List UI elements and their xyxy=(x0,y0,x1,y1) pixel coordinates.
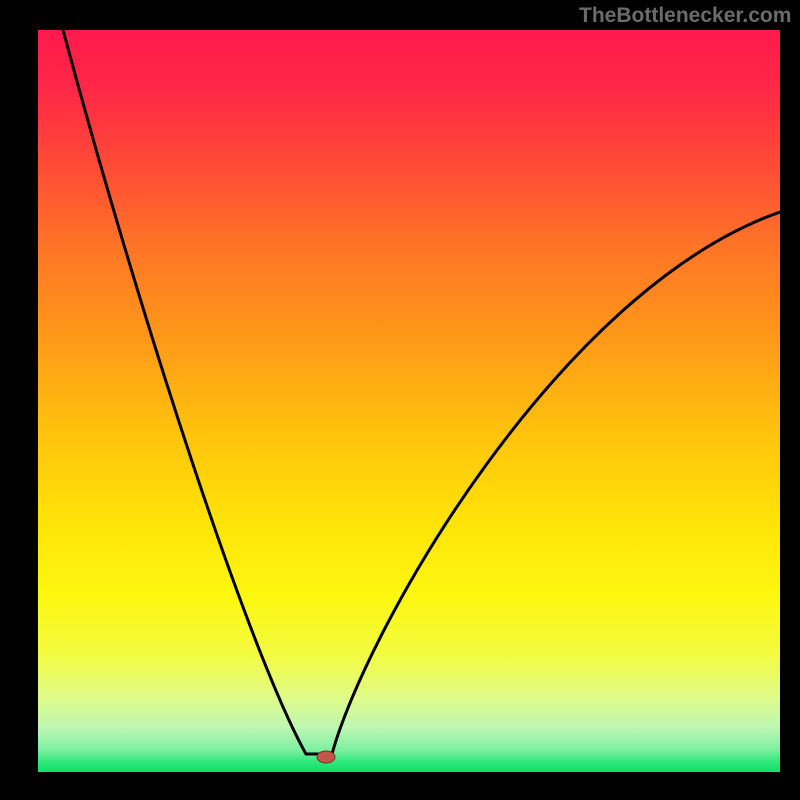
plot-area xyxy=(38,30,780,772)
optimal-point-marker xyxy=(317,751,335,763)
watermark-text: TheBottlenecker.com xyxy=(579,4,791,28)
bottleneck-curve xyxy=(38,30,780,772)
